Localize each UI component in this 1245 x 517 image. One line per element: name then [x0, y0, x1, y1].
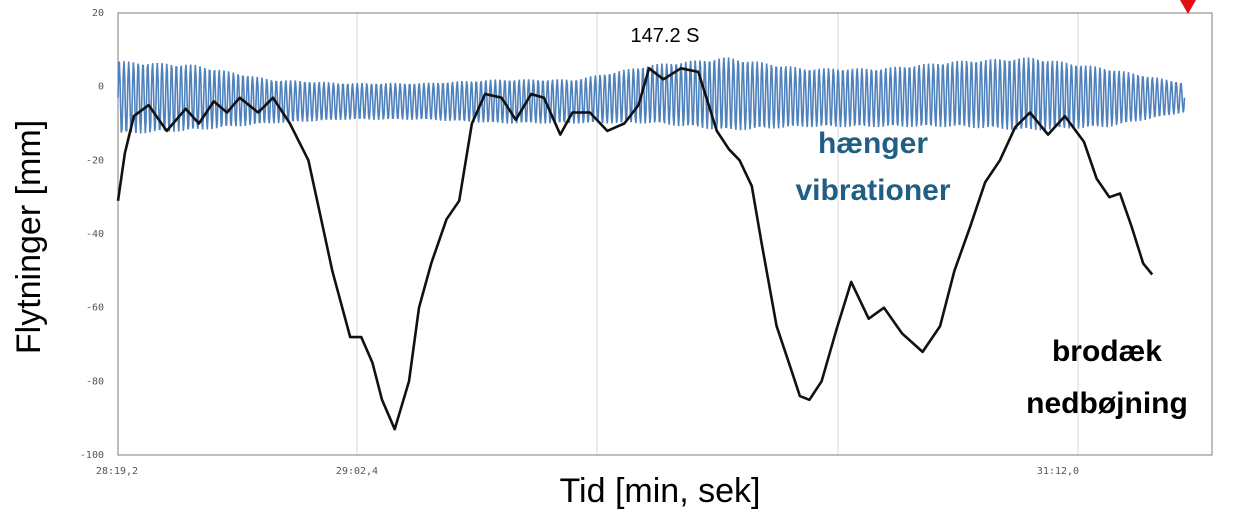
- y-tick-labels: 20 0 -20 -40 -60 -80 -100: [80, 8, 104, 461]
- plot-area: [117, 12, 1213, 456]
- series-label-haenger-vibrationer: hænger vibrationer: [795, 127, 950, 207]
- y-tick-label: -100: [80, 450, 104, 461]
- annotation-147-2-s: 147.2 S: [631, 25, 700, 47]
- x-tick-labels: 28:19,2 29:02,4 31:12,0: [96, 466, 1079, 477]
- x-tick-label: 28:19,2: [96, 466, 138, 477]
- y-tick-label: -80: [86, 376, 104, 387]
- series-label-line: hænger: [818, 127, 928, 160]
- y-axis-title: Flytninger [mm]: [10, 120, 48, 354]
- series-label-line: vibrationer: [795, 174, 950, 207]
- y-tick-label: 0: [98, 82, 104, 93]
- series-line-brodaek-nedbojning: [116, 67, 1154, 431]
- x-tick-label: 29:02,4: [336, 466, 378, 477]
- red-arrow-marker: [1180, 0, 1196, 14]
- series-lines: [116, 57, 1186, 431]
- series-label-brodaek-nedbojning: brodæk nedbøjning: [1026, 335, 1188, 420]
- x-axis-title: Tid [min, sek]: [560, 472, 761, 510]
- y-tick-label: -20: [86, 155, 104, 166]
- series-label-line: nedbøjning: [1026, 387, 1188, 420]
- y-tick-label: -60: [86, 303, 104, 314]
- y-tick-label: 20: [92, 8, 104, 19]
- y-tick-label: -40: [86, 229, 104, 240]
- x-tick-label: 31:12,0: [1037, 466, 1079, 477]
- series-label-line: brodæk: [1052, 335, 1162, 368]
- series-line-haenger-vibrationer: [117, 57, 1186, 134]
